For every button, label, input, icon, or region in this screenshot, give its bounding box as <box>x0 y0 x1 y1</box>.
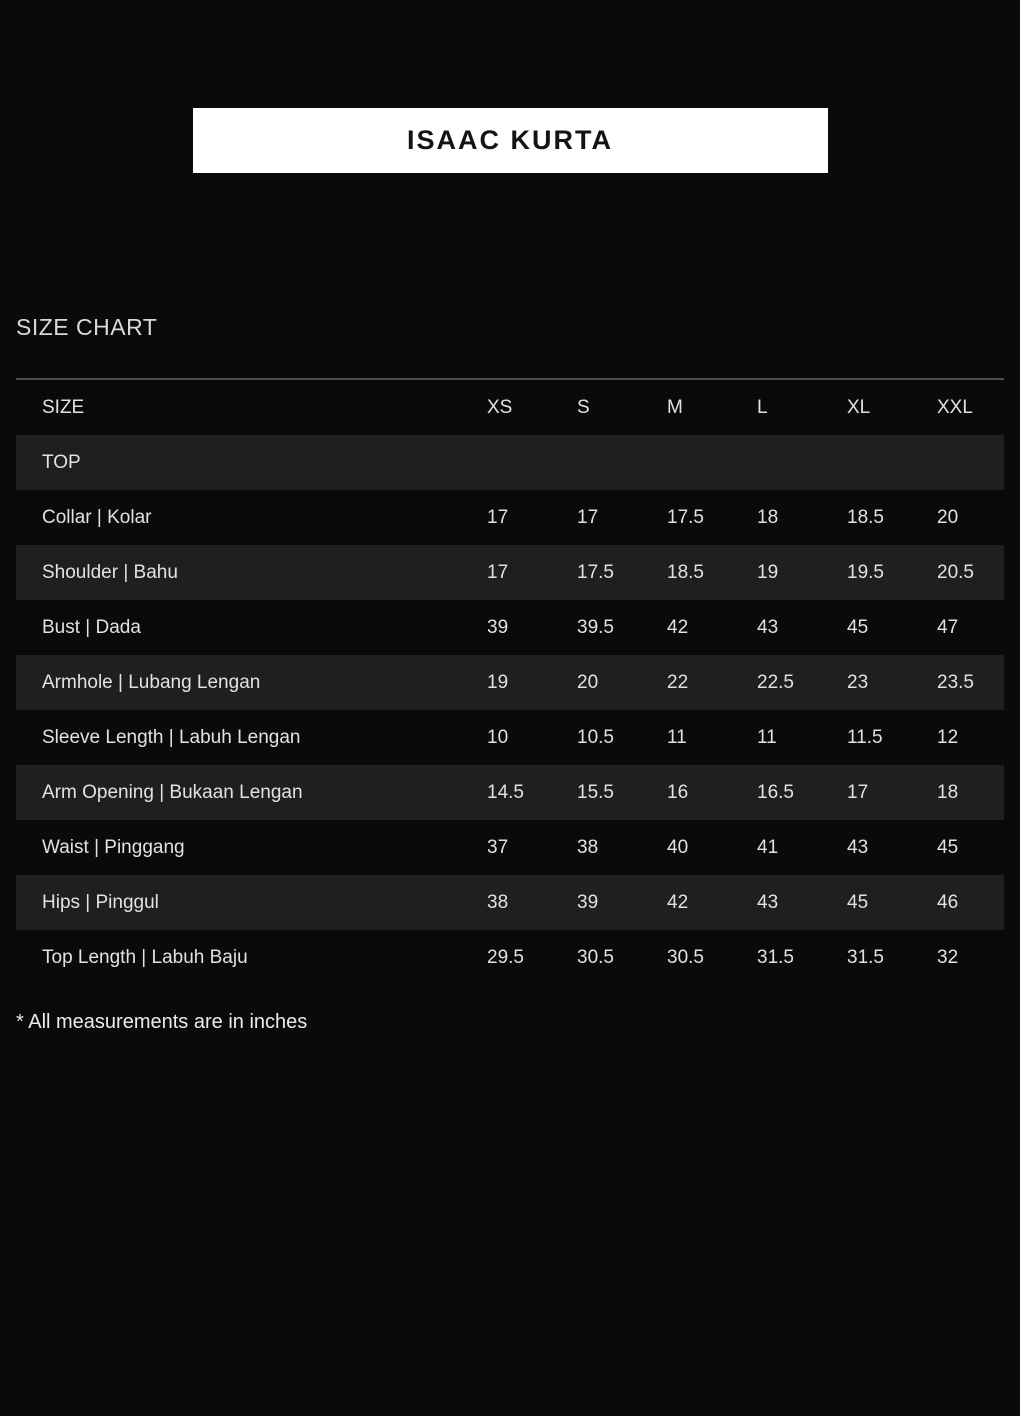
measurement-value: 45 <box>847 891 869 913</box>
measurement-value: 22 <box>667 671 689 693</box>
measurement-value: 18 <box>937 781 959 803</box>
measurement-value: 18.5 <box>847 506 884 528</box>
size-column-header: SIZE <box>42 396 85 418</box>
table-row: Armhole | Lubang Lengan 19 20 22 22.5 23 23.5 <box>16 655 1004 710</box>
size-chart-table: SIZE XS S M L XL XXL TOP Collar | Kolar 17 17 17… <box>16 378 1004 985</box>
measurement-value: 38 <box>577 836 599 858</box>
measurement-value: 18 <box>757 506 779 528</box>
measurement-value: 46 <box>937 891 959 913</box>
measurement-label: Collar | Kolar <box>42 506 152 528</box>
measurement-value: 37 <box>487 836 509 858</box>
measurement-value: 20 <box>577 671 599 693</box>
measurement-value: 17 <box>847 781 869 803</box>
measurement-value: 43 <box>757 616 779 638</box>
measurement-value: 39.5 <box>577 616 614 638</box>
measurement-value: 20.5 <box>937 561 974 583</box>
size-header: XL <box>847 396 871 418</box>
measurement-value: 17 <box>577 506 599 528</box>
table-row: Top Length | Labuh Baju 29.5 30.5 30.5 31.5 3… <box>16 930 1004 985</box>
table-row: Waist | Pinggang 37 38 40 41 43 45 <box>16 820 1004 875</box>
measurement-value: 10 <box>487 726 509 748</box>
measurement-value: 39 <box>577 891 599 913</box>
size-chart: SIZE XS S M L XL XXL TOP Collar | Kolar 17 17 17… <box>16 380 1004 985</box>
measurement-value: 30.5 <box>577 946 614 968</box>
size-header: XS <box>487 396 513 418</box>
measurement-value: 45 <box>847 616 869 638</box>
measurement-value: 14.5 <box>487 781 524 803</box>
table-row: Shoulder | Bahu 17 17.5 18.5 19 19.5 20.5 <box>16 545 1004 600</box>
size-header: XXL <box>937 396 973 418</box>
measurement-value: 16 <box>667 781 689 803</box>
measurement-value: 31.5 <box>757 946 794 968</box>
measurement-value: 17 <box>487 506 509 528</box>
table-row: Hips | Pinggul 38 39 42 43 45 46 <box>16 875 1004 930</box>
measurement-value: 42 <box>667 616 689 638</box>
measurement-value: 19 <box>757 561 779 583</box>
table-row: Bust | Dada 39 39.5 42 43 45 47 <box>16 600 1004 655</box>
measurement-note: * All measurements are in inches <box>16 1011 308 1033</box>
measurement-value: 17.5 <box>577 561 614 583</box>
measurement-label: Arm Opening | Bukaan Lengan <box>42 781 303 803</box>
measurement-value: 11.5 <box>847 726 883 748</box>
measurement-value: 40 <box>667 836 689 858</box>
size-header-row: SIZE XS S M L XL XXL <box>16 380 1004 435</box>
measurement-label: Hips | Pinggul <box>42 891 159 913</box>
table-row: Collar | Kolar 17 17 17.5 18 18.5 20 <box>16 490 1004 545</box>
measurement-value: 18.5 <box>667 561 704 583</box>
product-title: ISAAC KURTA <box>407 125 613 155</box>
measurement-value: 11 <box>667 726 687 748</box>
group-row: TOP <box>16 435 1004 490</box>
product-title-banner: ISAAC KURTA <box>192 108 828 173</box>
measurement-label: Top Length | Labuh Baju <box>42 946 248 968</box>
measurement-value: 12 <box>937 726 959 748</box>
size-header: S <box>577 396 590 418</box>
measurement-value: 20 <box>937 506 959 528</box>
measurement-value: 23.5 <box>937 671 974 693</box>
measurement-value: 16.5 <box>757 781 794 803</box>
measurement-label: Bust | Dada <box>42 616 141 638</box>
measurement-value: 38 <box>487 891 509 913</box>
measurement-value: 19.5 <box>847 561 884 583</box>
measurement-value: 45 <box>937 836 959 858</box>
measurement-value: 43 <box>847 836 869 858</box>
table-row: Sleeve Length | Labuh Lengan 10 10.5 11 11 11… <box>16 710 1004 765</box>
measurement-value: 19 <box>487 671 509 693</box>
measurement-value: 31.5 <box>847 946 884 968</box>
measurement-label: Waist | Pinggang <box>42 836 185 858</box>
group-label: TOP <box>42 451 81 473</box>
measurement-value: 47 <box>937 616 959 638</box>
measurement-label: Shoulder | Bahu <box>42 561 178 583</box>
measurement-value: 29.5 <box>487 946 524 968</box>
measurement-value: 32 <box>937 946 959 968</box>
measurement-label: Sleeve Length | Labuh Lengan <box>42 726 301 748</box>
measurement-value: 22.5 <box>757 671 794 693</box>
section-heading: SIZE CHART <box>16 314 158 340</box>
measurement-value: 39 <box>487 616 509 638</box>
size-header: M <box>667 396 683 418</box>
measurement-value: 17 <box>487 561 509 583</box>
size-header: L <box>757 396 768 418</box>
measurement-value: 11 <box>757 726 777 748</box>
measurement-value: 41 <box>757 836 779 858</box>
measurement-value: 42 <box>667 891 689 913</box>
measurement-value: 43 <box>757 891 779 913</box>
measurement-value: 23 <box>847 671 869 693</box>
measurement-value: 10.5 <box>577 726 614 748</box>
measurement-value: 30.5 <box>667 946 704 968</box>
measurement-value: 17.5 <box>667 506 704 528</box>
measurement-value: 15.5 <box>577 781 614 803</box>
measurement-label: Armhole | Lubang Lengan <box>42 671 261 693</box>
table-row: Arm Opening | Bukaan Lengan 14.5 15.5 16 16.… <box>16 765 1004 820</box>
